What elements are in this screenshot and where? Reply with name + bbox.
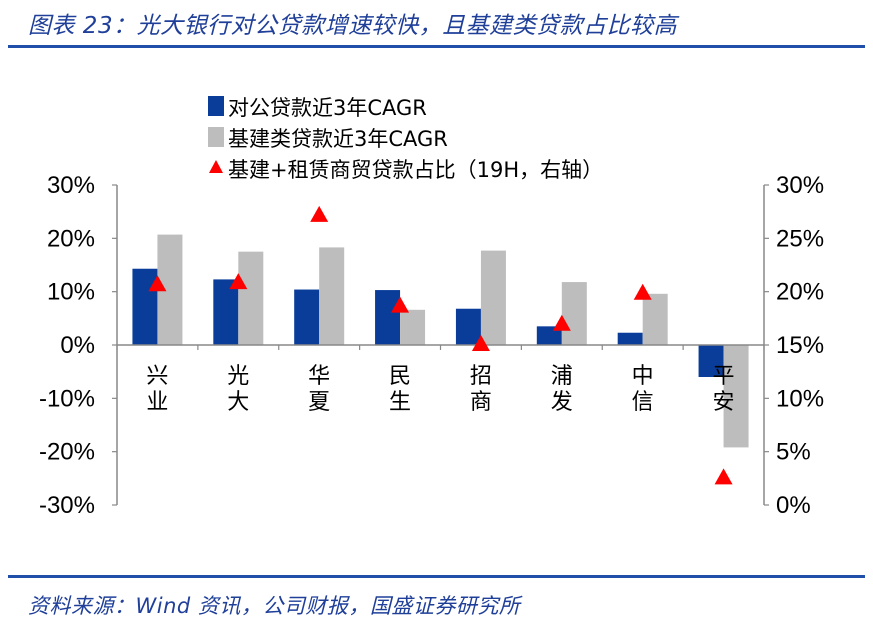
category-label-char: 民 (389, 364, 411, 389)
share-marker-5 (552, 314, 571, 331)
labels-group: 30% 20% 10% 0% -10% -20% -30% 30% 25% 20% 15% 10% 5%… (39, 172, 824, 519)
legend-swatch-0 (208, 96, 224, 116)
share-marker-6 (633, 283, 652, 300)
category-label-char: 平 (713, 364, 735, 389)
legend-label-0: 对公贷款近3年CAGR (228, 96, 427, 120)
left-tick-label-3: 0% (60, 332, 95, 359)
category-label-7: 平安 (713, 364, 735, 415)
category-label-char: 光 (227, 364, 249, 389)
chart-title: 图表 23：光大银行对公贷款增速较快，且基建类贷款占比较高 (28, 13, 678, 39)
category-label-4: 招商 (470, 364, 492, 415)
category-label-char: 浦 (551, 364, 573, 389)
axes-group (112, 184, 769, 506)
bar-infra-5 (561, 282, 587, 345)
left-tick-label-4: -10% (39, 385, 95, 412)
category-label-3: 民生 (389, 364, 411, 415)
category-label-2: 华夏 (308, 364, 330, 415)
category-label-0: 兴业 (146, 364, 168, 415)
bar-corporate-1 (213, 279, 239, 345)
right-tick-label-5: 5% (776, 439, 811, 466)
category-label-char: 生 (389, 390, 411, 415)
left-tick-label-0: 30% (47, 172, 95, 199)
share-marker-7 (714, 468, 733, 485)
category-label-char: 大 (227, 390, 249, 415)
category-label-5: 浦发 (551, 364, 573, 415)
bar-infra-7 (723, 345, 749, 448)
bar-corporate-0 (132, 268, 158, 345)
category-label-char: 华 (308, 364, 330, 389)
left-tick-label-2: 10% (47, 279, 95, 306)
legend: 对公贷款近3年CAGR 基建类贷款近3年CAGR 基建+租赁商贸贷款占比（19H，右… (208, 96, 603, 182)
bar-corporate-7 (698, 345, 724, 377)
bar-corporate-6 (617, 332, 643, 345)
left-tick-label-1: 20% (47, 225, 95, 252)
legend-label-1: 基建类贷款近3年CAGR (228, 127, 448, 151)
source-note: 资料来源：Wind 资讯，公司财报，国盛证券研究所 (28, 594, 521, 618)
category-label-char: 商 (470, 390, 492, 415)
bar-corporate-3 (375, 290, 401, 345)
legend-swatch-1 (208, 127, 224, 147)
right-tick-label-1: 25% (776, 225, 824, 252)
right-tick-label-2: 20% (776, 279, 824, 306)
bar-corporate-4 (455, 308, 481, 345)
share-marker-4 (471, 335, 490, 351)
category-label-char: 发 (551, 390, 573, 415)
top-rule (8, 45, 865, 48)
category-label-1: 光大 (227, 364, 249, 415)
legend-swatch-2 (209, 160, 223, 173)
right-tick-label-6: 0% (776, 492, 811, 519)
bar-infra-3 (400, 309, 426, 345)
bottom-rule (8, 575, 865, 578)
markers-group (148, 205, 733, 485)
share-marker-1 (229, 273, 248, 290)
share-marker-3 (391, 296, 410, 313)
right-tick-label-4: 10% (776, 385, 824, 412)
bar-infra-1 (238, 251, 264, 345)
bar-infra-6 (642, 293, 668, 345)
right-tick-label-0: 30% (776, 172, 824, 199)
category-label-char: 中 (632, 364, 654, 389)
share-marker-0 (148, 275, 167, 292)
category-label-char: 安 (713, 390, 735, 415)
category-label-char: 业 (146, 390, 168, 415)
right-tick-label-3: 15% (776, 332, 824, 359)
left-tick-label-6: -30% (39, 492, 95, 519)
bar-infra-4 (480, 250, 506, 345)
bar-corporate-5 (536, 326, 562, 345)
category-label-6: 中信 (632, 364, 654, 415)
bars-group (132, 234, 749, 448)
left-tick-label-5: -20% (39, 439, 95, 466)
bar-corporate-2 (294, 289, 320, 345)
bar-infra-2 (319, 247, 345, 345)
category-label-char: 夏 (308, 390, 330, 415)
category-label-char: 信 (632, 390, 654, 415)
category-label-char: 兴 (146, 364, 168, 389)
category-label-char: 招 (470, 364, 492, 389)
legend-label-2: 基建+租赁商贸贷款占比（19H，右轴） (228, 158, 603, 182)
share-marker-2 (310, 205, 329, 222)
